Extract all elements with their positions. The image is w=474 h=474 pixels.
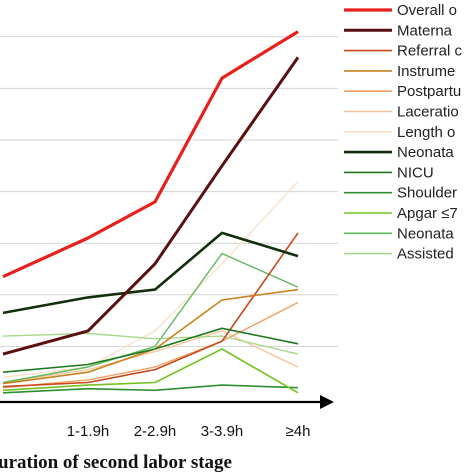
- legend-label: Postpartu: [397, 83, 461, 100]
- legend-label: Apgar ≤7: [397, 205, 458, 222]
- series-line: [2, 330, 299, 384]
- series-line: [2, 252, 299, 384]
- legend-label: Overall o: [397, 2, 457, 19]
- x-tick-label: 1-1.9h: [67, 423, 110, 440]
- series-lines: [2, 30, 300, 394]
- series-line: [2, 348, 299, 394]
- legend-label: NICU: [397, 164, 434, 181]
- legend-label: Materna: [397, 22, 453, 39]
- legend-label: Neonata: [397, 144, 454, 161]
- series-line: [2, 30, 299, 279]
- x-tick-label: ≥4h: [286, 423, 311, 440]
- series-line: [2, 231, 299, 315]
- x-tick-label: 3-3.9h: [201, 423, 244, 440]
- series-line: [2, 327, 299, 373]
- series-line: [2, 56, 300, 356]
- legend-label: Laceratio: [397, 104, 459, 121]
- series-line: [2, 384, 299, 394]
- series-line: [2, 232, 299, 388]
- legend-label: Instrume: [397, 63, 455, 80]
- legend-label: Referral c: [397, 43, 463, 60]
- gridlines: [0, 36, 338, 347]
- legend: Overall o Materna Referral c Instrume Postpa…: [344, 2, 463, 263]
- x-axis-arrow-icon: [320, 395, 334, 409]
- legend-label: Shoulder: [397, 185, 457, 202]
- legend-label: Length o: [397, 124, 455, 141]
- x-tick-label: 2-2.9h: [134, 423, 177, 440]
- legend-label: Neonata: [397, 225, 454, 242]
- x-tick-labels: 1-1.9h 2-2.9h 3-3.9h ≥4h: [67, 423, 311, 440]
- series-line: [2, 180, 299, 379]
- legend-label: Assisted: [397, 246, 454, 263]
- series-line: [2, 332, 299, 355]
- x-axis-title: uration of second labor stage: [0, 452, 232, 473]
- x-axis: [0, 395, 334, 409]
- series-line: [2, 301, 299, 389]
